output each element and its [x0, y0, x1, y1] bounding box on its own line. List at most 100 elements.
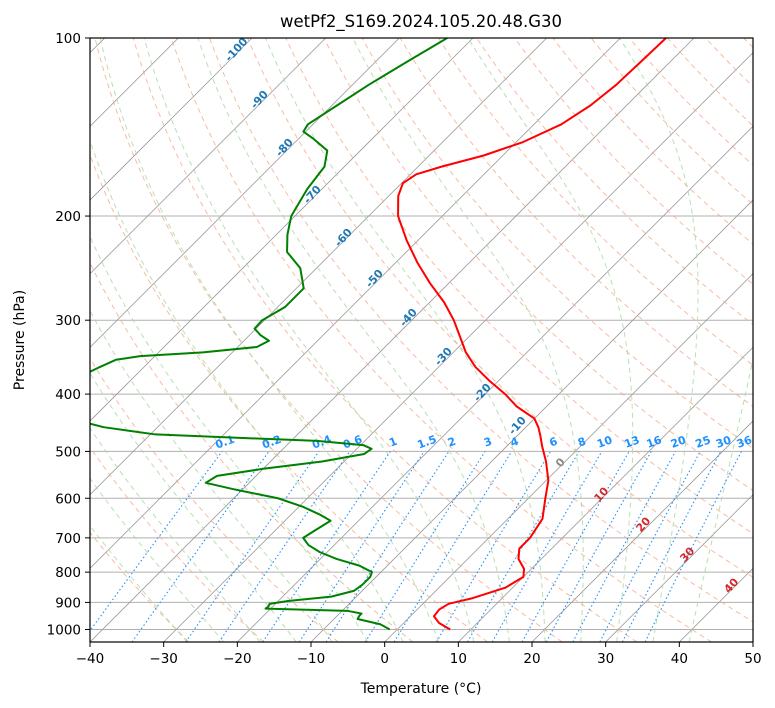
- isotherm--70: [90, 38, 474, 422]
- x-tick-label: 50: [744, 651, 761, 667]
- mixing-ratio-label: 30: [714, 433, 733, 451]
- dry-adiabat-label: -50: [363, 267, 386, 291]
- dry-adiabat-line: [90, 153, 488, 642]
- mixing-ratio-line: [298, 451, 425, 642]
- dry-adiabat-line: [705, 38, 753, 88]
- moist-adiabat-label: 20: [633, 514, 653, 534]
- dry-adiabat-line: [209, 38, 753, 623]
- dry-adiabat-line: [90, 357, 339, 642]
- y-tick-label: 600: [55, 491, 81, 507]
- mixing-ratio-lines: [90, 451, 742, 642]
- moist-adiabat-line: [90, 427, 261, 642]
- dry-adiabat-label: -90: [248, 88, 271, 112]
- dry-adiabat-line: [476, 38, 753, 326]
- dry-adiabat-line: [552, 38, 753, 245]
- dry-adiabat-line: [743, 38, 753, 49]
- mixing-ratio-line: [393, 451, 513, 642]
- dry-adiabat-label: -30: [432, 345, 455, 369]
- moist-adiabat-line: [99, 38, 439, 642]
- isotherm-10: [458, 346, 753, 642]
- moist-adiabat-line: [90, 139, 404, 642]
- y-tick-label: 100: [55, 31, 81, 47]
- mixing-ratio-label: 25: [694, 433, 713, 450]
- moist-adiabat-label: 0: [553, 455, 568, 470]
- dry-adiabat-line: [90, 261, 414, 642]
- y-tick-label: 1000: [47, 622, 81, 638]
- mixing-ratio-line: [621, 451, 722, 642]
- x-tick-label: 10: [450, 651, 467, 667]
- moist-adiabat-label: 40: [721, 575, 741, 595]
- plot-frame: [89, 37, 754, 643]
- mixing-ratio-label: 8: [576, 435, 588, 450]
- mixing-ratio-line: [435, 451, 552, 642]
- temperature-profile-line: [397, 38, 667, 631]
- mixing-ratio-label: 16: [645, 433, 664, 451]
- mixing-ratio-line: [131, 451, 270, 642]
- moist-adiabat-line: [619, 38, 699, 642]
- y-axis: 1000 900 800 700 600 500 400 300 200 100: [47, 31, 90, 638]
- dry-adiabat-label: -100: [222, 35, 250, 64]
- mixing-ratio-label: 0.2: [260, 433, 283, 452]
- isotherm--50: [90, 38, 621, 569]
- dry-adiabat-line: [90, 446, 264, 642]
- y-tick-label: 200: [55, 209, 81, 225]
- y-tick-label: 400: [55, 387, 81, 403]
- x-tick-label: 20: [523, 651, 540, 667]
- mixing-ratio-label: 3: [482, 435, 494, 450]
- y-tick-label: 800: [55, 565, 81, 581]
- dry-adiabat-line: [399, 38, 753, 408]
- mixing-ratio-label: 13: [623, 433, 642, 450]
- isotherm-20: [531, 420, 753, 642]
- y-tick-label: 300: [55, 313, 81, 329]
- dry-adiabat-line: [285, 38, 753, 535]
- isotherm--40: [90, 38, 695, 642]
- mixing-ratio-label: 1.5: [416, 433, 439, 452]
- mixing-ratio-line: [262, 451, 391, 642]
- isotherm--20: [237, 125, 753, 642]
- isotherm--100: [90, 38, 253, 201]
- x-tick-label: −20: [223, 651, 252, 667]
- x-tick-label: −30: [149, 651, 178, 667]
- dewpoint-profile-line: [90, 38, 448, 631]
- x-tick-label: 0: [380, 651, 389, 667]
- moist-adiabat-line: [265, 38, 546, 642]
- dry-adiabat-line: [514, 38, 753, 285]
- moist-adiabat-line: [90, 235, 369, 642]
- mixing-ratio-label: 36: [735, 433, 754, 451]
- dry-adiabat-label: -80: [273, 136, 296, 160]
- dry-adiabat-line: [132, 38, 638, 642]
- mixing-ratio-label: 0.6: [341, 433, 364, 452]
- isotherm--60: [90, 38, 547, 496]
- moist-adiabat-line: [688, 356, 753, 642]
- moist-adiabat-label: 30: [677, 544, 697, 564]
- y-tick-label: 500: [55, 444, 81, 460]
- dry-adiabat-line: [438, 38, 753, 366]
- mixing-ratio-line: [90, 451, 223, 632]
- mixing-ratio-label: 0.1: [214, 433, 237, 452]
- dry-adiabat-line: [247, 38, 753, 578]
- dry-adiabat-label: -60: [332, 226, 355, 250]
- x-axis-label: Temperature (°C): [360, 681, 482, 697]
- mixing-ratio-label: 1: [387, 435, 399, 450]
- moist-adiabat-line: [90, 524, 188, 642]
- isotherm-0: [384, 273, 753, 642]
- isotherm-30: [605, 494, 753, 642]
- moist-adiabat-line: [143, 38, 475, 642]
- dry-adiabat-label: -20: [471, 381, 494, 405]
- dry-adiabat-line: [170, 38, 712, 642]
- x-tick-label: −10: [297, 651, 326, 667]
- mixing-ratio-line: [218, 451, 351, 642]
- moist-adiabat-line: [90, 372, 297, 642]
- isotherm--90: [90, 38, 326, 275]
- y-tick-label: 900: [55, 595, 81, 611]
- dry-adiabat-line: [94, 38, 563, 642]
- isotherm--30: [163, 52, 753, 642]
- mixing-ratio-label: 4: [509, 435, 521, 450]
- mixing-ratio-line: [644, 451, 742, 642]
- moist-adiabat-line: [352, 38, 584, 642]
- mixing-ratio-label: 20: [669, 433, 688, 451]
- mixing-ratio-line: [572, 451, 677, 642]
- sounding-profiles: [90, 38, 667, 631]
- dry-adiabat-label: -10: [506, 414, 529, 438]
